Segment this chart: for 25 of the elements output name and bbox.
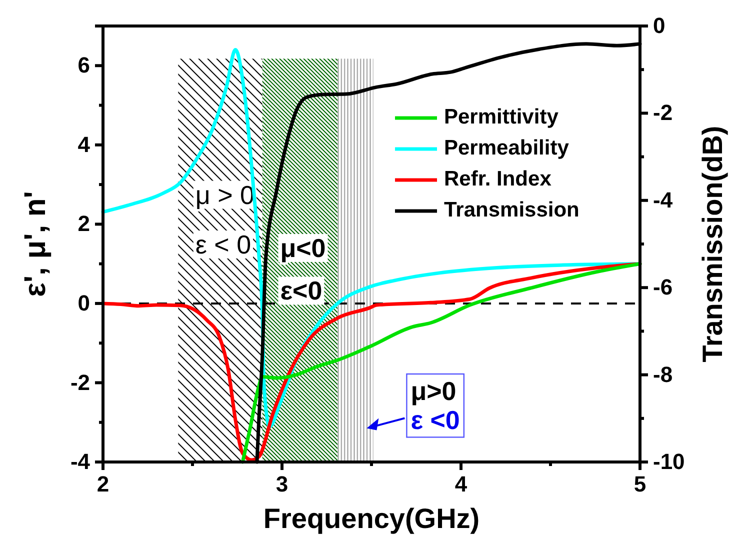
y-tick-label: 6 [78,52,90,78]
y-tick-label: 2 [78,211,90,236]
y-tick-label: -4 [70,449,91,474]
legend-label: Permittivity [444,106,559,129]
y2-tick-label: -4 [653,187,674,212]
y2-tick-label: -10 [653,449,685,474]
y-tick-label: 0 [78,290,90,316]
legend-label: Refr. Index [444,168,552,191]
annotation: ε <0 [410,405,460,436]
x-axis-title: Frequency(GHz) [263,503,480,534]
x-tick-label: 3 [276,472,288,497]
x-tick-label: 5 [634,472,646,497]
y2-tick-label: -8 [653,362,673,387]
y2-tick-label: -2 [653,100,673,126]
legend-label: Permeability [444,136,570,160]
y-tick-label: 4 [78,132,91,157]
legend-label: Transmission [444,198,580,222]
x-tick-label: 4 [454,472,468,497]
y-tick-label: -2 [70,370,90,395]
x-tick-label: 2 [96,472,110,497]
y-axis-title: ε', μ', n' [19,191,52,297]
annotation: μ>0 [410,376,456,406]
y2-tick-label: 0 [653,13,666,38]
y2-tick-label: -6 [653,274,673,300]
y2-axis-title: Transmission(dB) [697,126,728,362]
